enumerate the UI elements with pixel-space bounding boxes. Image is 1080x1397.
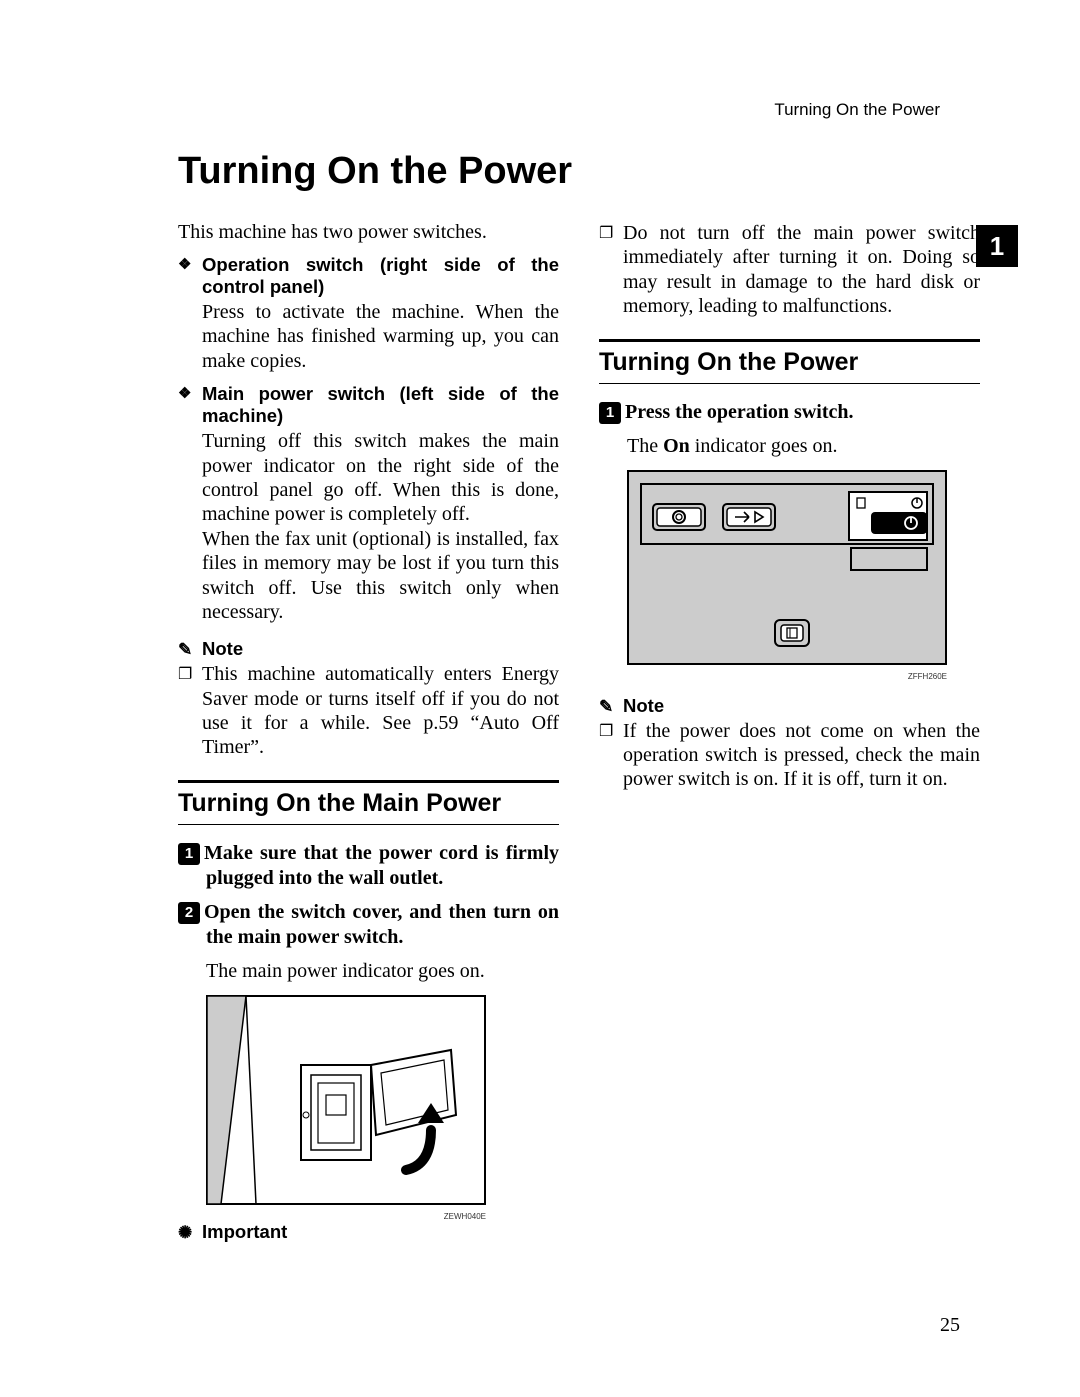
step-number-icon: 1	[599, 402, 621, 424]
important-label: Important	[202, 1221, 287, 1242]
note1-body: ❐This machine automatically enters Energ…	[178, 662, 559, 760]
pencil-icon: ✎	[599, 697, 623, 717]
switch2-heading: ❖Main power switch (left side of the mac…	[178, 383, 559, 427]
page-title: Turning On the Power	[178, 150, 980, 193]
running-head: Turning On the Power	[774, 100, 940, 120]
note2-heading: ✎Note	[599, 695, 980, 717]
on-step1-text: Press the operation switch.	[625, 401, 854, 423]
bullet-icon: ❐	[599, 224, 623, 244]
on-after-pre: The	[627, 435, 663, 457]
note-label: Note	[202, 638, 243, 659]
main-step-1: 1Make sure that the power cord is firmly…	[178, 841, 559, 890]
note2-text: If the power does not come on when the o…	[623, 720, 980, 791]
note-heading: ✎Note	[178, 638, 559, 660]
on-step1-after: The On indicator goes on.	[599, 435, 980, 458]
note2-label: Note	[623, 695, 664, 716]
figure-main-switch: ZEWH040E	[206, 995, 486, 1221]
diamond-icon: ❖	[178, 384, 202, 402]
diamond-icon: ❖	[178, 255, 202, 273]
switch1-heading-text: Operation switch (right side of the cont…	[202, 254, 559, 297]
on-after-post: indicator goes on.	[690, 435, 838, 457]
switch1-heading: ❖Operation switch (right side of the con…	[178, 254, 559, 298]
switch2-heading-text: Main power switch (left side of the mach…	[202, 383, 559, 426]
bullet-icon: ❐	[178, 665, 202, 685]
note2-body: ❐If the power does not come on when the …	[599, 719, 980, 792]
page-number: 25	[940, 1314, 960, 1337]
chapter-tab: 1	[976, 225, 1018, 267]
note1-text: This machine automatically enters Energy…	[202, 663, 559, 758]
important-heading: ✺Important	[178, 1221, 559, 1243]
figure-code: ZFFH260E	[627, 672, 947, 681]
important-body: ❐Do not turn off the main power switch i…	[599, 221, 980, 319]
main-step1-text: Make sure that the power cord is firmly …	[204, 842, 559, 889]
turning-on-heading: Turning On the Power	[599, 339, 980, 384]
important-icon: ✺	[178, 1223, 202, 1243]
bullet-icon: ❐	[599, 722, 623, 742]
switch2-body: Turning off this switch makes the main p…	[178, 429, 559, 624]
step-number-icon: 1	[178, 843, 200, 865]
pencil-icon: ✎	[178, 640, 202, 660]
main-step2-after: The main power indicator goes on.	[178, 960, 559, 983]
main-step-2: 2Open the switch cover, and then turn on…	[178, 900, 559, 949]
main-power-heading: Turning On the Main Power	[178, 780, 559, 825]
figure-code: ZEWH040E	[206, 1212, 486, 1221]
step-number-icon: 2	[178, 902, 200, 924]
page: Turning On the Power 1 Turning On the Po…	[0, 0, 1080, 1397]
on-after-bold: On	[663, 435, 690, 457]
on-step-1: 1Press the operation switch.	[599, 400, 980, 425]
important-text: Do not turn off the main power switch im…	[623, 222, 980, 317]
content-columns: This machine has two power switches. ❖Op…	[178, 221, 980, 1281]
main-step2-text: Open the switch cover, and then turn on …	[204, 901, 559, 948]
switch1-body: Press to activate the machine. When the …	[178, 300, 559, 373]
figure-operation-switch: ZFFH260E	[627, 470, 947, 681]
intro-text: This machine has two power switches.	[178, 221, 559, 244]
